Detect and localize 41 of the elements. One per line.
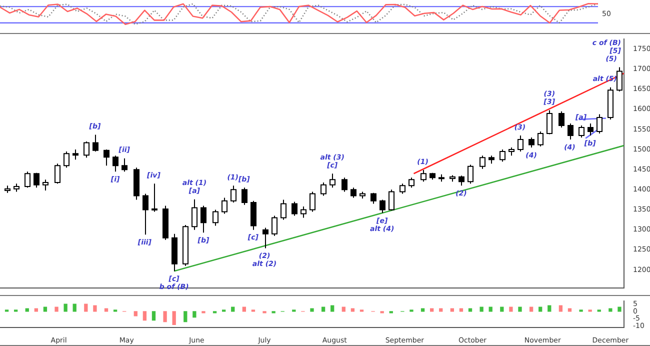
bar: [192, 311, 196, 318]
bar: [558, 305, 563, 312]
bar: [468, 308, 472, 312]
bar: [54, 306, 58, 312]
bar: [25, 308, 29, 312]
bar: [84, 304, 88, 312]
bar: [310, 308, 314, 312]
bar: [330, 305, 334, 312]
bar: [618, 306, 622, 312]
bar: [64, 304, 68, 312]
bar: [163, 311, 167, 322]
bar: [488, 306, 492, 312]
bar: [459, 308, 464, 312]
bar: [172, 311, 176, 325]
bar: [134, 311, 138, 316]
bar: [152, 311, 156, 321]
bar: [430, 308, 434, 312]
bar: [72, 304, 76, 312]
bar: [231, 306, 235, 312]
bar: [184, 311, 188, 322]
bar: [568, 308, 572, 312]
bar: [548, 305, 552, 312]
bar: [242, 306, 246, 312]
bar: [93, 305, 97, 312]
bar: [142, 311, 147, 321]
bar: [480, 306, 484, 312]
bar: [104, 308, 108, 312]
bar: [450, 308, 454, 312]
bar: [420, 308, 425, 312]
bar: [34, 308, 38, 312]
bar: [342, 306, 346, 312]
bar: [350, 308, 355, 312]
bar: [509, 306, 513, 312]
bar: [608, 308, 612, 312]
bar: [518, 306, 522, 312]
bar: [321, 306, 326, 312]
bar: [43, 306, 48, 312]
bar: [439, 308, 443, 312]
bar: [500, 306, 504, 312]
bar: [529, 306, 534, 312]
bar: [538, 306, 542, 312]
